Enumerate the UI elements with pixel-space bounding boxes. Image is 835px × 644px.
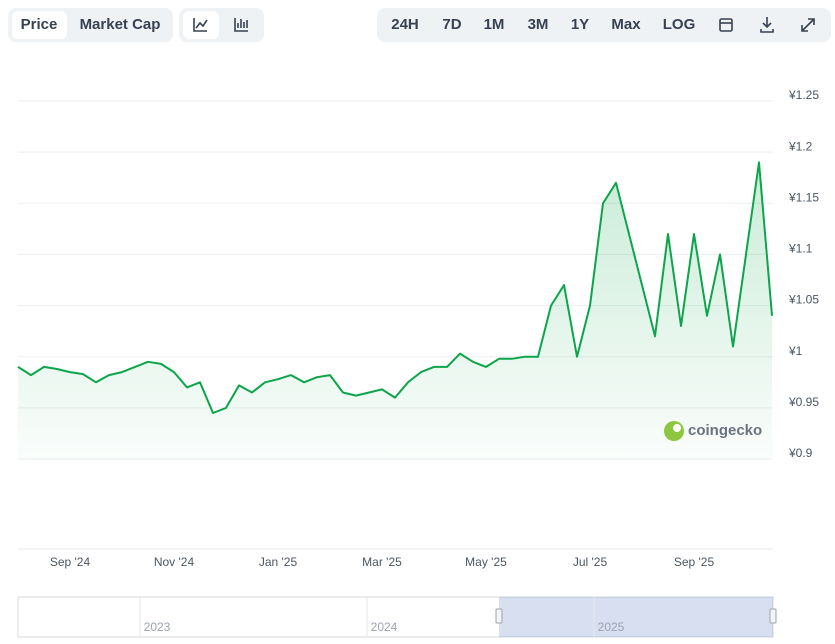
price-area bbox=[18, 162, 772, 459]
line-icon bbox=[193, 18, 208, 32]
navigator-handle[interactable] bbox=[495, 608, 503, 624]
navigator-selection[interactable] bbox=[499, 597, 773, 637]
range-button[interactable]: 24H bbox=[391, 16, 419, 33]
tab-active[interactable] bbox=[12, 11, 67, 39]
y-tick-label: ¥1.1 bbox=[788, 242, 813, 256]
fullscreen-icon[interactable] bbox=[801, 18, 815, 32]
price-line bbox=[17, 161, 773, 414]
tab[interactable]: Price bbox=[21, 16, 58, 33]
y-tick-label: ¥0.95 bbox=[788, 395, 819, 409]
navigator-handle[interactable] bbox=[769, 608, 777, 624]
range-button[interactable]: 1Y bbox=[571, 16, 589, 33]
range-group bbox=[377, 8, 831, 42]
watermark: coingecko bbox=[688, 422, 762, 439]
calendar-icon[interactable] bbox=[719, 18, 733, 32]
range-button[interactable]: 7D bbox=[442, 16, 461, 33]
range-button[interactable]: 3M bbox=[528, 16, 549, 33]
y-tick-label: ¥1.15 bbox=[788, 190, 819, 204]
watermark-logo bbox=[664, 421, 684, 441]
y-tick-label: ¥0.9 bbox=[788, 446, 813, 460]
navigator-label: 2025 bbox=[598, 620, 625, 634]
y-tick-label: ¥1.05 bbox=[788, 293, 819, 307]
range-button[interactable]: 1M bbox=[484, 16, 505, 33]
watermark-logo bbox=[673, 424, 681, 432]
candle-icon[interactable] bbox=[234, 18, 248, 32]
y-tick-label: ¥1.2 bbox=[788, 139, 813, 153]
y-tick-label: ¥1 bbox=[788, 344, 803, 358]
navigator-label: 2023 bbox=[144, 620, 171, 634]
x-tick-label: Jul '25 bbox=[573, 555, 608, 569]
download-icon[interactable] bbox=[760, 17, 774, 33]
x-tick-label: May '25 bbox=[465, 555, 507, 569]
x-tick-label: Mar '25 bbox=[362, 555, 402, 569]
x-tick-label: Nov '24 bbox=[154, 555, 195, 569]
x-tick-label: Sep '24 bbox=[50, 555, 91, 569]
x-tick-label: Jan '25 bbox=[259, 555, 298, 569]
x-tick-label: Sep '25 bbox=[674, 555, 715, 569]
navigator-label: 2024 bbox=[371, 620, 398, 634]
tab[interactable]: Market Cap bbox=[80, 16, 161, 33]
range-button[interactable]: LOG bbox=[663, 16, 696, 33]
range-button[interactable]: Max bbox=[611, 16, 641, 33]
y-tick-label: ¥1.25 bbox=[788, 88, 819, 102]
